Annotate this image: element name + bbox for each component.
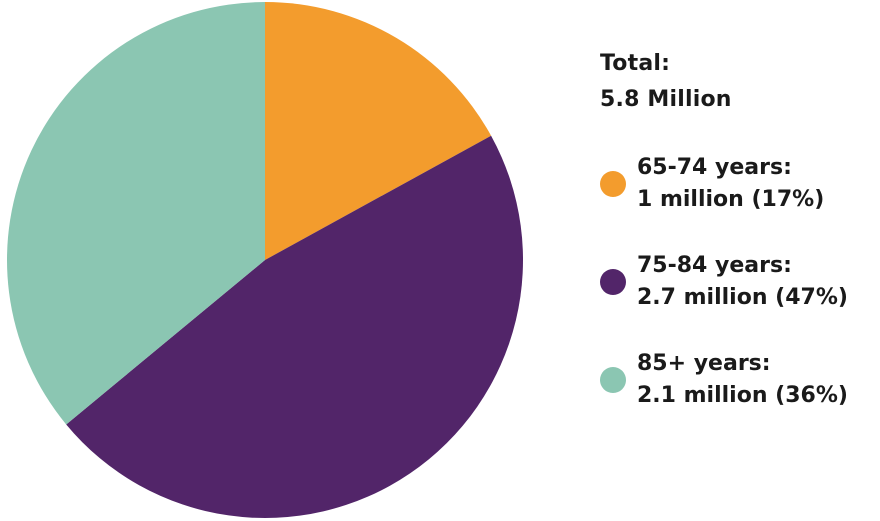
pie-slice-65-74: [265, 2, 492, 260]
legend-label: 65-74 years:: [637, 155, 792, 180]
legend-item-65-74: 65-74 years: 1 million (17%): [600, 152, 848, 216]
legend-item-85-plus: 85+ years: 2.1 million (36%): [600, 348, 848, 412]
total-value: 5.8 Million: [600, 87, 732, 112]
legend-item-75-84: 75-84 years: 2.7 million (47%): [600, 250, 848, 314]
legend-value: 2.1 million (36%): [637, 383, 848, 408]
legend-dot-icon: [600, 367, 626, 393]
pie-slice-85-plus: [7, 2, 266, 425]
legend-value: 2.7 million (47%): [637, 285, 848, 310]
pie-chart: [7, 2, 524, 519]
legend-value: 1 million (17%): [637, 187, 825, 212]
legend-label: 75-84 years:: [637, 253, 792, 278]
legend-dot-icon: [600, 269, 626, 295]
legend-label: 85+ years:: [637, 351, 771, 376]
legend: Total: 5.8 Million 65-74 years: 1 millio…: [600, 46, 848, 412]
legend-dot-icon: [600, 171, 626, 197]
pie-slice-75-84: [66, 135, 524, 519]
total-label: Total:: [600, 51, 671, 76]
